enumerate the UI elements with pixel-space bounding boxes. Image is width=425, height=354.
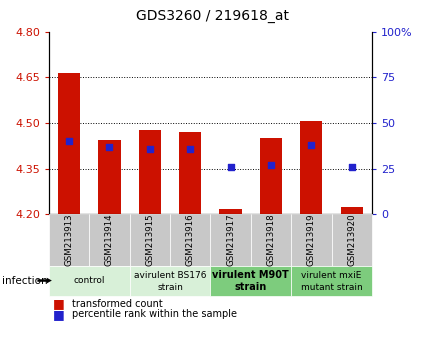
Text: GSM213913: GSM213913 xyxy=(65,213,74,266)
Point xyxy=(308,142,314,148)
Text: avirulent BS176: avirulent BS176 xyxy=(134,271,206,280)
Text: ■: ■ xyxy=(53,297,65,310)
Bar xyxy=(58,74,80,214)
Text: GSM213916: GSM213916 xyxy=(186,213,195,266)
Text: GDS3260 / 219618_at: GDS3260 / 219618_at xyxy=(136,9,289,23)
Text: GSM213920: GSM213920 xyxy=(347,213,356,266)
Text: virulent M90T: virulent M90T xyxy=(212,270,289,280)
Point xyxy=(187,146,193,152)
Text: strain: strain xyxy=(235,282,267,292)
Bar xyxy=(98,140,121,214)
Text: GSM213918: GSM213918 xyxy=(266,213,275,266)
Text: control: control xyxy=(74,276,105,285)
Text: GSM213914: GSM213914 xyxy=(105,213,114,266)
Text: infection: infection xyxy=(2,275,48,286)
Bar xyxy=(179,132,201,214)
Bar xyxy=(300,121,323,214)
Text: GSM213917: GSM213917 xyxy=(226,213,235,266)
Bar xyxy=(139,130,161,214)
Point xyxy=(146,146,153,152)
Point xyxy=(348,164,355,170)
Text: percentile rank within the sample: percentile rank within the sample xyxy=(72,309,237,319)
Text: GSM213915: GSM213915 xyxy=(145,213,154,266)
Text: strain: strain xyxy=(157,282,183,292)
Text: transformed count: transformed count xyxy=(72,298,163,309)
Text: mutant strain: mutant strain xyxy=(300,282,363,292)
Point xyxy=(267,162,274,168)
Point xyxy=(106,144,113,149)
Text: ■: ■ xyxy=(53,308,65,321)
Bar xyxy=(340,207,363,214)
Text: virulent mxiE: virulent mxiE xyxy=(301,271,362,280)
Point xyxy=(227,164,234,170)
Point xyxy=(65,138,72,144)
Bar xyxy=(219,209,242,214)
Bar xyxy=(260,138,282,214)
Text: GSM213919: GSM213919 xyxy=(307,213,316,266)
